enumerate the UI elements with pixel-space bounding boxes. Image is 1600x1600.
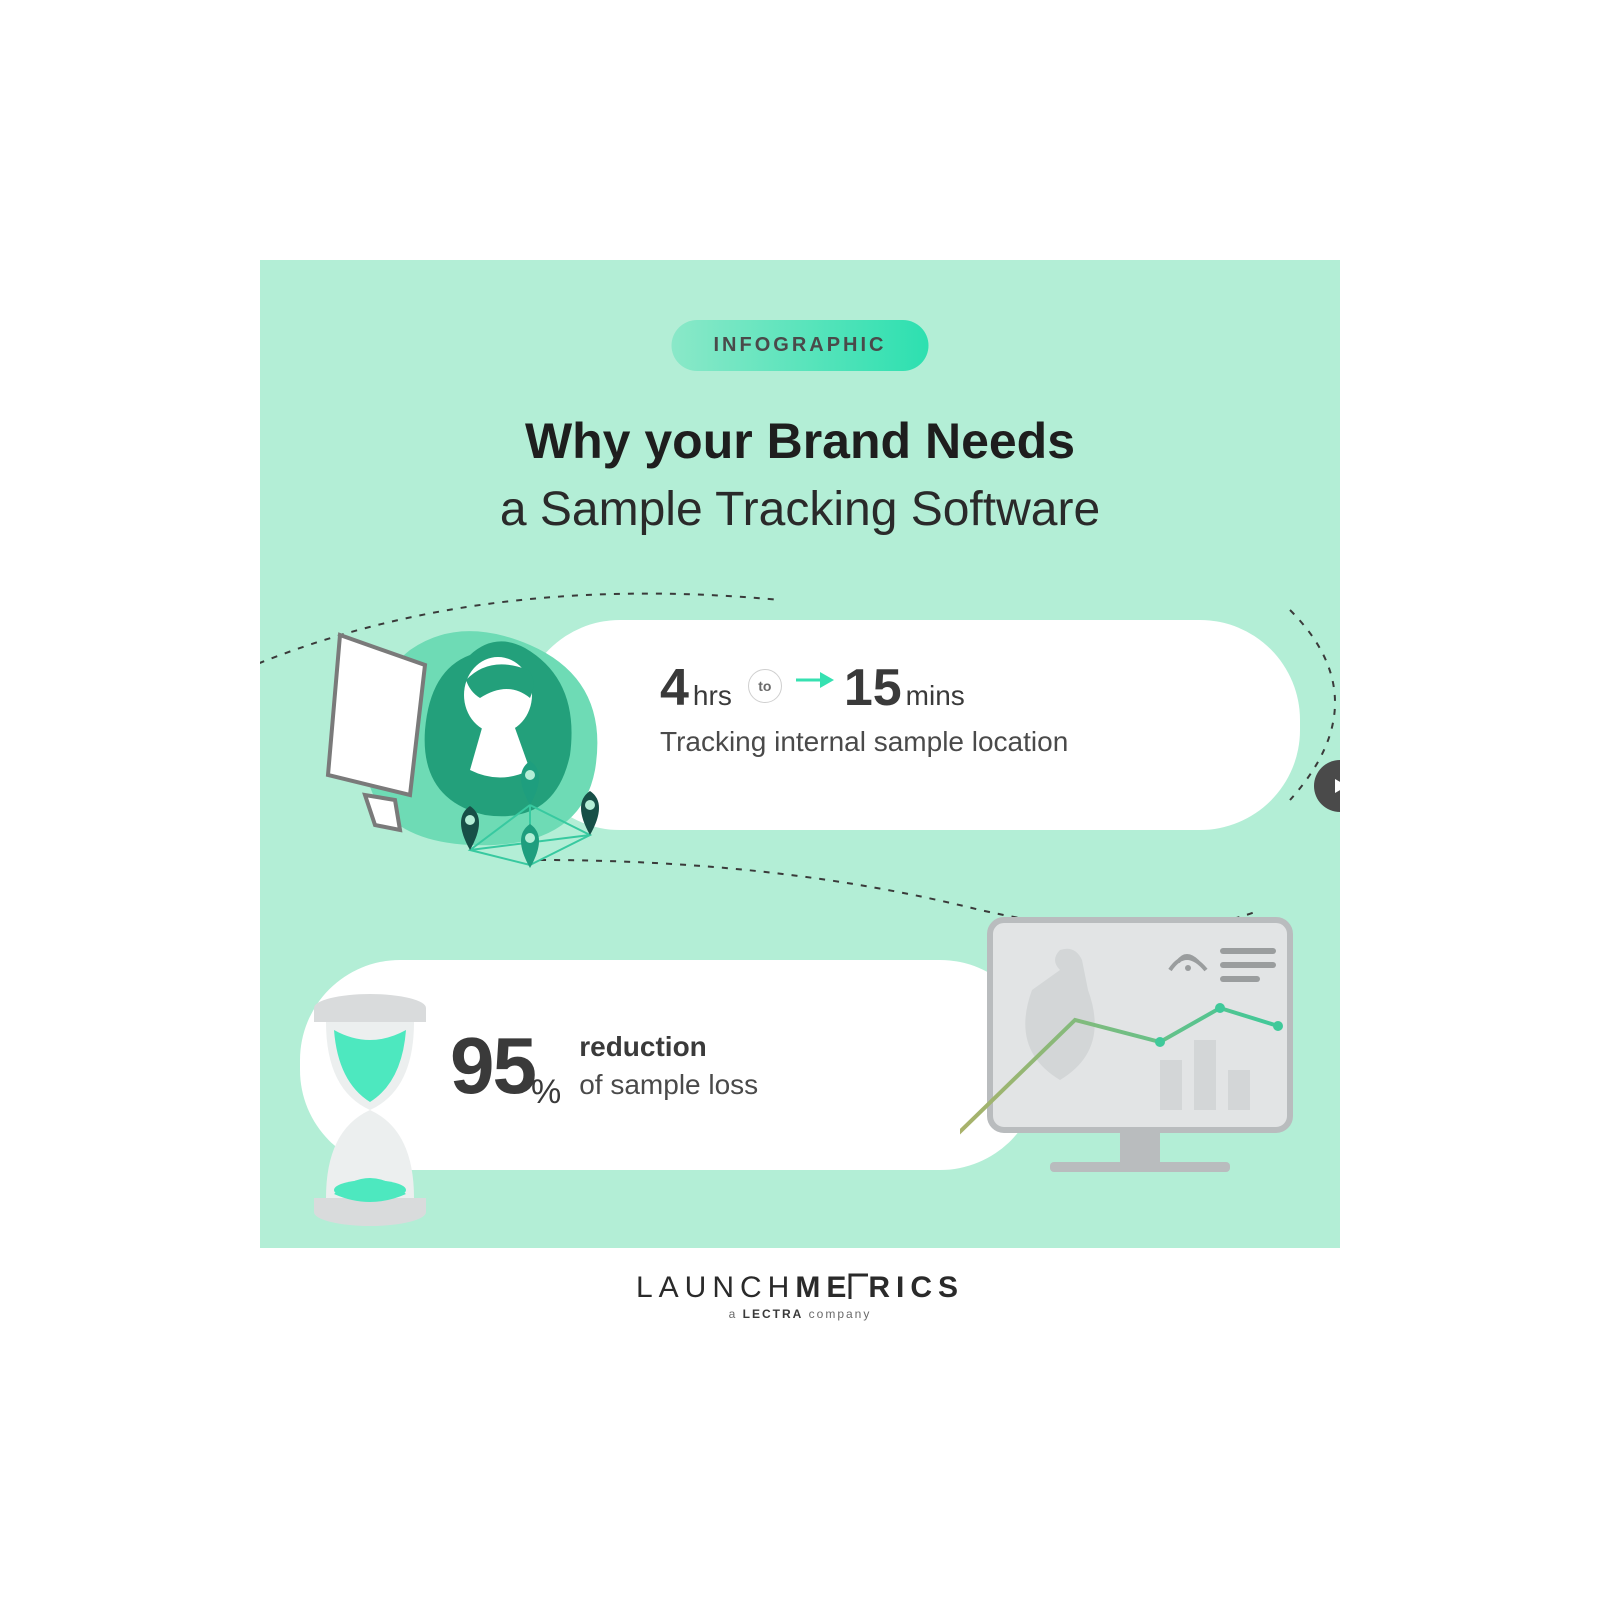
location-pin-icon <box>581 791 599 835</box>
stat-card-time-subline: Tracking internal sample location <box>660 726 1068 758</box>
person-illustration <box>320 600 640 880</box>
headline-line2: a Sample Tracking Software <box>260 479 1340 541</box>
footer-tagline: a LECTRA company <box>729 1307 872 1321</box>
headline: Why your Brand Needs a Sample Tracking S… <box>260 410 1340 541</box>
play-button[interactable] <box>1314 760 1340 812</box>
headline-line1: Why your Brand Needs <box>260 410 1340 473</box>
before-value: 4 <box>660 658 689 718</box>
loss-line1: reduction <box>579 1031 758 1063</box>
infographic-canvas: INFOGRAPHIC Why your Brand Needs a Sampl… <box>260 260 1340 1340</box>
launchmetrics-logo: LAUNCH ME RICS <box>636 1267 964 1305</box>
loss-value: 95 <box>450 1020 535 1112</box>
loss-line2: of sample loss <box>579 1069 758 1101</box>
logo-arrow-icon <box>848 1271 870 1301</box>
loss-symbol: % <box>531 1073 561 1112</box>
infographic-badge-label: INFOGRAPHIC <box>714 334 887 356</box>
stat-card-loss-text: 95 % reduction of sample loss <box>450 1020 758 1112</box>
logo-part-launch: LAUNCH <box>636 1271 795 1305</box>
after-value: 15 <box>844 658 902 718</box>
infographic-badge: INFOGRAPHIC <box>672 320 929 371</box>
after-unit: mins <box>906 680 965 712</box>
to-badge: to <box>748 669 782 703</box>
hourglass-icon <box>300 990 440 1230</box>
tagline-suffix: company <box>809 1307 872 1321</box>
logo-part-me: ME <box>795 1271 852 1305</box>
tagline-brand: LECTRA <box>743 1307 804 1321</box>
tagline-prefix: a <box>729 1307 743 1321</box>
logo-part-rics: RICS <box>868 1271 964 1305</box>
monitor-illustration <box>960 910 1320 1220</box>
stat-card-time-text: 4 hrs to 15 mins Tracking internal sampl… <box>660 658 1068 758</box>
before-unit: hrs <box>693 680 732 712</box>
play-icon <box>1331 777 1340 795</box>
footer: LAUNCH ME RICS a LECTRA company <box>260 1248 1340 1340</box>
arrow-right-icon <box>794 669 834 691</box>
